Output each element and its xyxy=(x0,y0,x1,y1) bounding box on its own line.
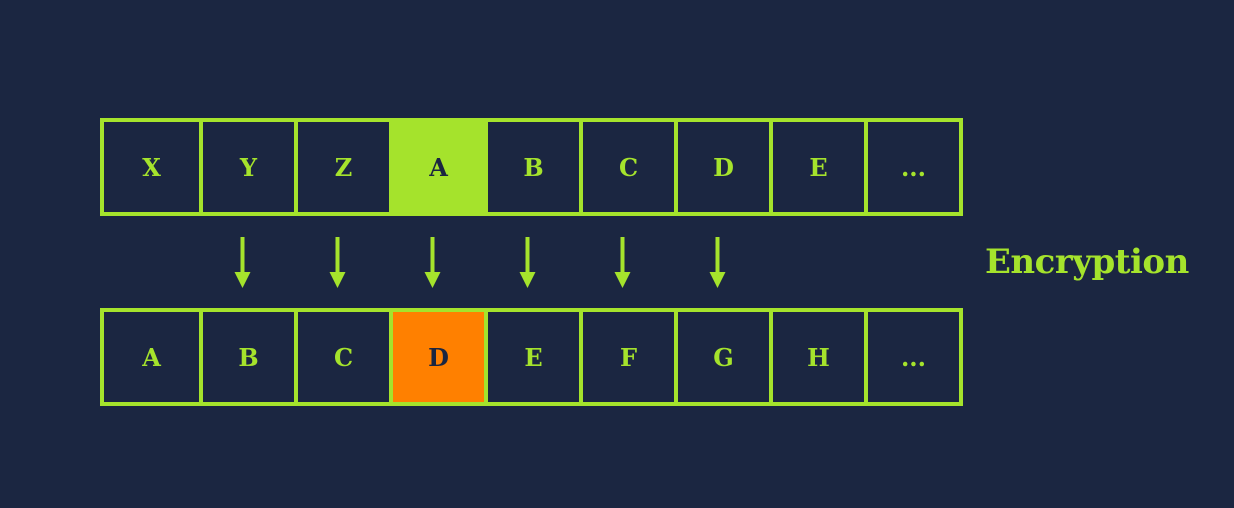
plain-cell-highlighted: A xyxy=(389,122,484,212)
arrow-head xyxy=(329,272,346,288)
encryption-label: Encryption xyxy=(985,242,1189,282)
arrow-head xyxy=(519,272,536,288)
plain-cell: X xyxy=(142,152,161,182)
arrow-head xyxy=(234,272,251,288)
cipher-cell: E xyxy=(484,312,579,402)
plain-cell: Z xyxy=(294,122,389,212)
plain-cell: B xyxy=(484,122,579,212)
cipher-cell: C xyxy=(294,312,389,402)
arrow-head xyxy=(614,272,631,288)
arrow-head xyxy=(424,272,441,288)
cipher-cell: G xyxy=(674,312,769,402)
cipher-cell: H xyxy=(769,312,864,402)
arrow-head xyxy=(709,272,726,288)
plain-cell: E xyxy=(769,122,864,212)
plain-cell-ellipsis: ... xyxy=(864,122,959,212)
cipher-cell-ellipsis: ... xyxy=(864,312,959,402)
ciphertext-alphabet-row: A B C D E F G H ... xyxy=(100,308,963,406)
plain-cell: D xyxy=(674,122,769,212)
cipher-cell-highlighted: D xyxy=(389,312,484,402)
plain-cell: C xyxy=(579,122,674,212)
cipher-cell: F xyxy=(579,312,674,402)
plaintext-alphabet-row: X Y Z A B C D E ... xyxy=(100,118,963,216)
cipher-cell: A xyxy=(142,342,161,372)
cipher-cell: B xyxy=(199,312,294,402)
plain-cell: Y xyxy=(199,122,294,212)
